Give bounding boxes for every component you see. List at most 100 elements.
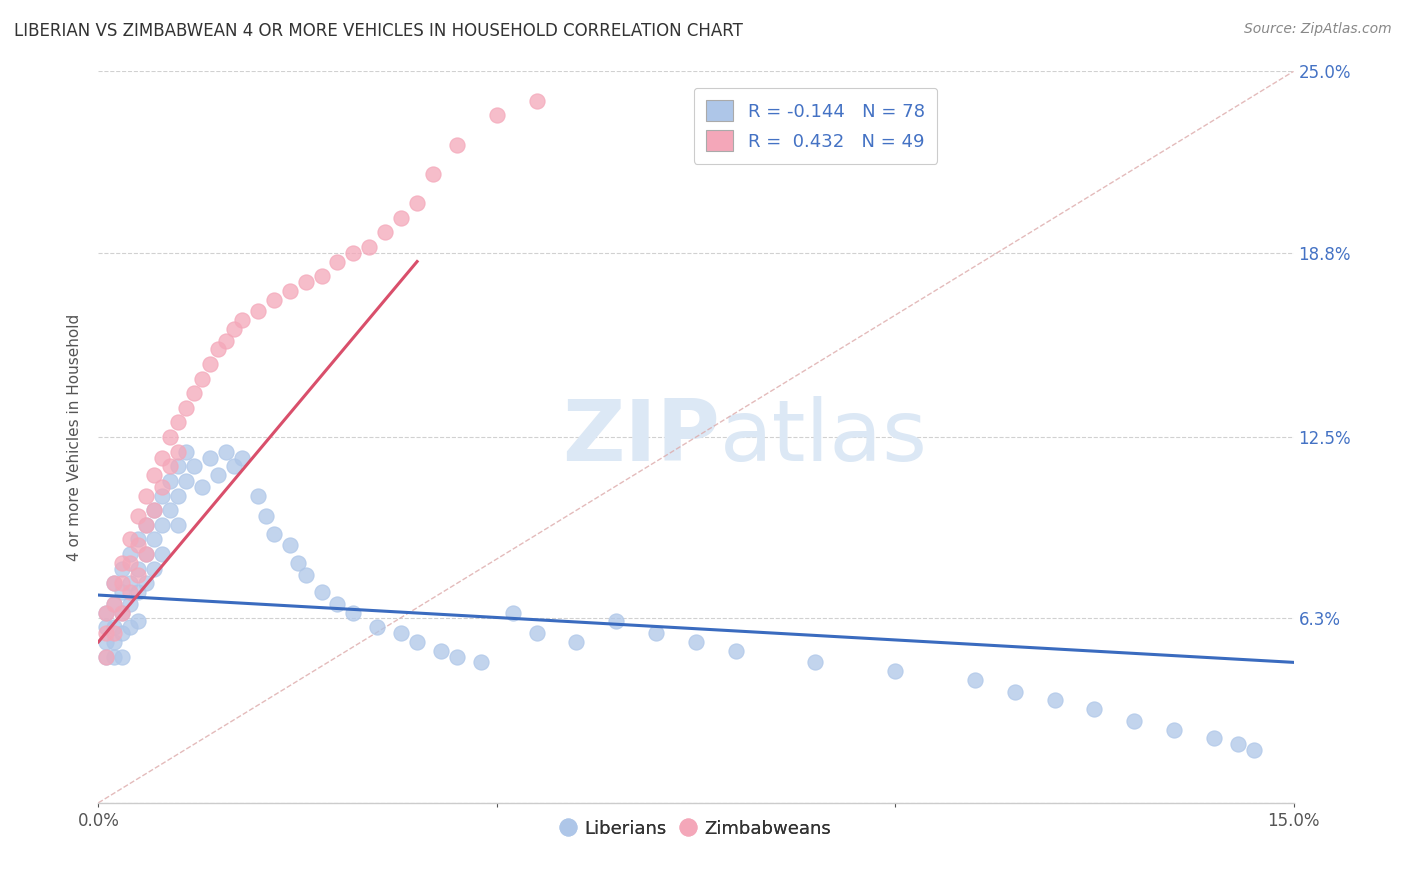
Point	[120, 585, 142, 599]
Point	[287, 556, 309, 570]
Point	[446, 137, 468, 152]
Point	[215, 334, 238, 348]
Point	[1004, 684, 1026, 698]
Point	[565, 635, 588, 649]
Point	[406, 196, 429, 211]
Point	[183, 459, 205, 474]
Point	[342, 245, 364, 260]
Point	[294, 275, 316, 289]
Point	[111, 649, 134, 664]
Point	[222, 459, 245, 474]
Point	[359, 240, 381, 254]
Point	[231, 450, 253, 465]
Point	[111, 562, 134, 576]
Point	[174, 401, 197, 415]
Point	[430, 643, 453, 657]
Point	[263, 293, 285, 307]
Point	[96, 635, 118, 649]
Point	[111, 606, 134, 620]
Legend: Liberians, Zimbabweans: Liberians, Zimbabweans	[554, 813, 838, 845]
Point	[278, 538, 301, 552]
Point	[120, 556, 142, 570]
Point	[111, 585, 134, 599]
Point	[605, 615, 627, 629]
Point	[96, 606, 118, 620]
Point	[422, 167, 444, 181]
Point	[1243, 743, 1265, 757]
Point	[143, 533, 166, 547]
Point	[1083, 702, 1105, 716]
Point	[215, 444, 238, 458]
Point	[111, 556, 134, 570]
Point	[96, 626, 118, 640]
Point	[685, 635, 707, 649]
Point	[246, 304, 269, 318]
Point	[1043, 693, 1066, 707]
Point	[526, 626, 548, 640]
Point	[374, 225, 396, 239]
Point	[150, 480, 173, 494]
Point	[103, 597, 125, 611]
Point	[96, 606, 118, 620]
Point	[103, 576, 125, 591]
Point	[724, 643, 747, 657]
Point	[103, 626, 125, 640]
Point	[111, 576, 134, 591]
Point	[222, 322, 245, 336]
Point	[311, 269, 333, 284]
Point	[963, 673, 986, 687]
Point	[446, 649, 468, 664]
Text: ZIP: ZIP	[562, 395, 720, 479]
Point	[127, 533, 149, 547]
Point	[135, 576, 157, 591]
Point	[884, 664, 907, 678]
Point	[263, 526, 285, 541]
Point	[127, 562, 149, 576]
Point	[470, 656, 492, 670]
Point	[120, 576, 142, 591]
Point	[103, 620, 125, 634]
Point	[198, 450, 221, 465]
Point	[167, 444, 190, 458]
Point	[174, 444, 197, 458]
Point	[135, 517, 157, 532]
Point	[326, 597, 349, 611]
Point	[120, 597, 142, 611]
Text: LIBERIAN VS ZIMBABWEAN 4 OR MORE VEHICLES IN HOUSEHOLD CORRELATION CHART: LIBERIAN VS ZIMBABWEAN 4 OR MORE VEHICLE…	[14, 22, 742, 40]
Point	[127, 585, 149, 599]
Point	[311, 585, 333, 599]
Text: Source: ZipAtlas.com: Source: ZipAtlas.com	[1244, 22, 1392, 37]
Point	[103, 576, 125, 591]
Point	[207, 343, 229, 357]
Point	[167, 489, 190, 503]
Point	[502, 606, 524, 620]
Point	[143, 562, 166, 576]
Point	[485, 108, 508, 122]
Point	[103, 649, 125, 664]
Point	[366, 620, 388, 634]
Point	[127, 538, 149, 552]
Point	[127, 615, 149, 629]
Point	[111, 606, 134, 620]
Point	[135, 489, 157, 503]
Point	[159, 430, 181, 444]
Point	[191, 480, 214, 494]
Point	[159, 503, 181, 517]
Point	[120, 533, 142, 547]
Point	[120, 547, 142, 561]
Point	[167, 459, 190, 474]
Point	[389, 211, 412, 225]
Point	[143, 503, 166, 517]
Point	[127, 567, 149, 582]
Point	[111, 626, 134, 640]
Point	[198, 357, 221, 371]
Point	[526, 94, 548, 108]
Point	[231, 313, 253, 327]
Point	[159, 459, 181, 474]
Point	[1226, 737, 1249, 751]
Point	[103, 597, 125, 611]
Point	[159, 474, 181, 488]
Point	[174, 474, 197, 488]
Point	[389, 626, 412, 640]
Point	[254, 509, 277, 524]
